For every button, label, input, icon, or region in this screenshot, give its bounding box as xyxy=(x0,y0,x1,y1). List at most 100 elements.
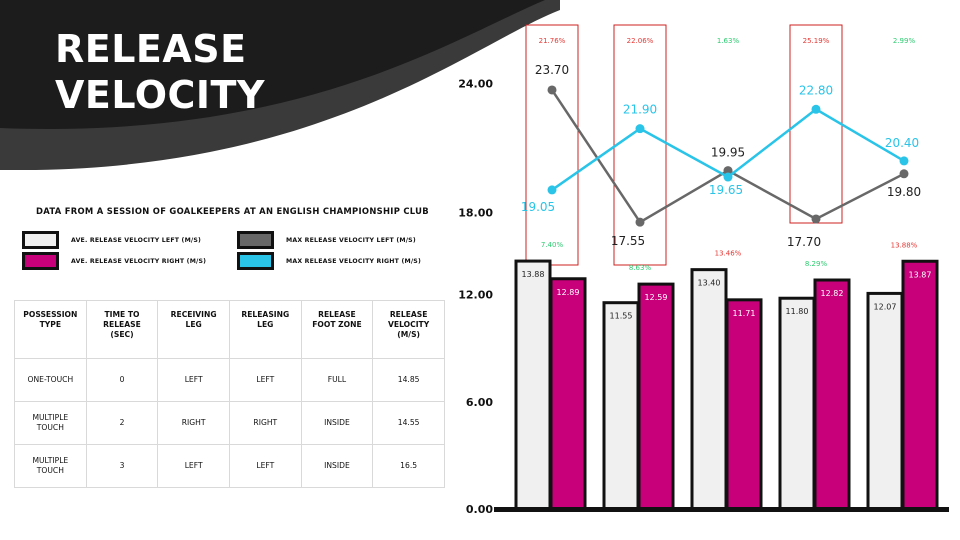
bar-ave-left xyxy=(690,268,728,511)
table-row: MULTIPLE TOUCH 3 LEFT LEFT INSIDE 16.5 xyxy=(14,444,445,488)
line-value-label: 20.40 xyxy=(885,136,919,150)
point-max-right xyxy=(547,185,557,195)
highlight-box xyxy=(613,24,667,266)
table-cell: RIGHT xyxy=(157,401,230,445)
bar-diff-label: 13.88% xyxy=(891,241,918,249)
table-cell: FULL xyxy=(300,358,374,402)
line-diff-label: 2.99% xyxy=(893,37,916,45)
legend-item-max-left: MAX RELEASE VELOCITY LEFT (M/S) xyxy=(237,231,416,249)
legend-swatch-max-left xyxy=(237,231,274,249)
point-max-right xyxy=(899,156,909,166)
table-header-text: LEG xyxy=(185,319,202,329)
y-tick-label-line: 24.00 xyxy=(458,78,493,91)
table-header-text: TYPE xyxy=(39,319,62,329)
bar-value-label: 13.88 xyxy=(522,270,545,279)
table-header-text: LEG xyxy=(257,319,274,329)
table-cell-text: 14.55 xyxy=(397,418,420,428)
table-cell: ONE-TOUCH xyxy=(14,358,87,402)
legend-label-max-right: MAX RELEASE VELOCITY RIGHT (M/S) xyxy=(286,257,421,265)
table-cell-text: LEFT xyxy=(184,375,203,385)
table-cell: INSIDE xyxy=(300,444,374,488)
line-value-label: 21.90 xyxy=(623,103,657,117)
release-velocity-chart: 0.00 6.00 12.00 18.00 24.00 13.88 11.55 13.40 11… xyxy=(458,24,949,516)
bar-value-label: 12.89 xyxy=(557,288,580,297)
point-max-left xyxy=(811,214,821,224)
table-header-text: POSSESSION xyxy=(23,310,78,319)
table-header-text: RELEASE xyxy=(318,310,356,319)
table-header-text: RELEASE xyxy=(103,319,141,329)
legend-swatch-ave-right xyxy=(22,252,59,270)
table-row: ONE-TOUCH 0 LEFT LEFT FULL 14.85 xyxy=(14,358,445,402)
bar-value-label: 12.07 xyxy=(874,302,897,311)
table-head: POSSESSION TYPE TIME TO RELEASE (SEC) RECEIVI… xyxy=(14,300,445,359)
point-max-left xyxy=(899,169,909,179)
table-cell: 14.85 xyxy=(372,358,445,402)
table-cell-text: INSIDE xyxy=(324,418,350,428)
table-cell-text: RIGHT xyxy=(253,418,278,428)
table-cell: MULTIPLE TOUCH xyxy=(14,401,87,445)
y-tick-label-bar: 12.00 xyxy=(458,289,493,302)
bar-value-label: 12.59 xyxy=(645,293,668,302)
bar-value-label: 13.40 xyxy=(698,279,721,288)
bar-ave-left xyxy=(514,259,552,511)
table-header-row: POSSESSION TYPE TIME TO RELEASE (SEC) RECEIVI… xyxy=(14,300,445,359)
table-cell-text: 16.5 xyxy=(400,461,418,471)
table-cell: LEFT xyxy=(157,358,230,402)
table-cell-text: LEFT xyxy=(256,461,275,471)
legend-swatch-max-right xyxy=(237,252,274,270)
table-cell-text: 2 xyxy=(119,418,125,428)
table-cell-text: INSIDE xyxy=(324,461,350,471)
bar-ave-right xyxy=(549,277,587,511)
table-cell-text: 3 xyxy=(119,461,125,471)
table-cell-text: MULTIPLE xyxy=(32,456,69,466)
bar-diff-label: 8.29% xyxy=(805,260,828,268)
point-max-left xyxy=(547,85,557,95)
line-diff-label: 1.63% xyxy=(717,37,740,45)
table-header-cell: RELEASE FOOT ZONE xyxy=(300,300,374,359)
line-value-label: 23.70 xyxy=(535,63,569,77)
bar-diff-label: 7.40% xyxy=(541,241,564,249)
point-max-right xyxy=(723,172,733,182)
bar-value-label: 13.87 xyxy=(909,270,932,279)
table-cell-text: RIGHT xyxy=(181,418,206,428)
table-cell: MULTIPLE TOUCH xyxy=(14,444,87,488)
point-max-right xyxy=(635,124,645,134)
bar-ave-right xyxy=(725,298,763,511)
table-cell: RIGHT xyxy=(228,401,302,445)
table-cell: INSIDE xyxy=(300,401,374,445)
y-tick-label-line: 18.00 xyxy=(458,207,493,220)
table-header-text: (SEC) xyxy=(110,329,134,339)
table-cell-text: LEFT xyxy=(184,461,203,471)
legend-item-ave-left: AVE. RELEASE VELOCITY LEFT (M/S) xyxy=(22,231,201,249)
table-header-cell: RECEIVING LEG xyxy=(157,300,230,359)
bar-value-label: 11.71 xyxy=(733,309,756,318)
table-header-text: RELEASE xyxy=(389,310,428,319)
table-header-text: RELEASING xyxy=(241,310,290,319)
table-body: ONE-TOUCH 0 LEFT LEFT FULL 14.85 MULTIPLE TOUCH… xyxy=(14,358,445,488)
table-cell-text: 0 xyxy=(119,375,125,385)
table-cell-text: FULL xyxy=(327,375,347,385)
table-cell-text: TOUCH xyxy=(36,466,64,475)
bar-diff-label: 8.63% xyxy=(629,264,652,272)
table-header-cell: RELEASING LEG xyxy=(228,300,302,359)
line-diff-label: 25.19% xyxy=(803,37,830,45)
y-tick-label-bar: 0.00 xyxy=(466,503,493,516)
line-value-label: 17.55 xyxy=(611,234,645,248)
bar-ave-left xyxy=(778,296,816,511)
line-diff-label: 21.76% xyxy=(539,37,566,45)
bar-diff-label: 13.46% xyxy=(715,250,742,258)
table-cell-text: LEFT xyxy=(256,375,275,385)
table-header-text: RECEIVING xyxy=(170,310,217,319)
table-header-text: FOOT ZONE xyxy=(312,319,362,329)
line-value-label: 19.05 xyxy=(521,200,555,214)
bar-ave-right xyxy=(637,282,675,511)
line-value-label: 22.80 xyxy=(799,83,833,97)
table-cell: 14.55 xyxy=(372,401,445,445)
possession-table: POSSESSION TYPE TIME TO RELEASE (SEC) RECEIVI… xyxy=(14,300,445,488)
line-value-label: 17.70 xyxy=(787,235,821,249)
legend-item-max-right: MAX RELEASE VELOCITY RIGHT (M/S) xyxy=(237,252,421,270)
bar-value-label: 11.80 xyxy=(786,307,809,316)
table-header-cell: RELEASE VELOCITY (M/S) xyxy=(372,300,445,359)
table-cell-text: ONE-TOUCH xyxy=(27,375,74,385)
line-value-label: 19.95 xyxy=(711,146,745,160)
